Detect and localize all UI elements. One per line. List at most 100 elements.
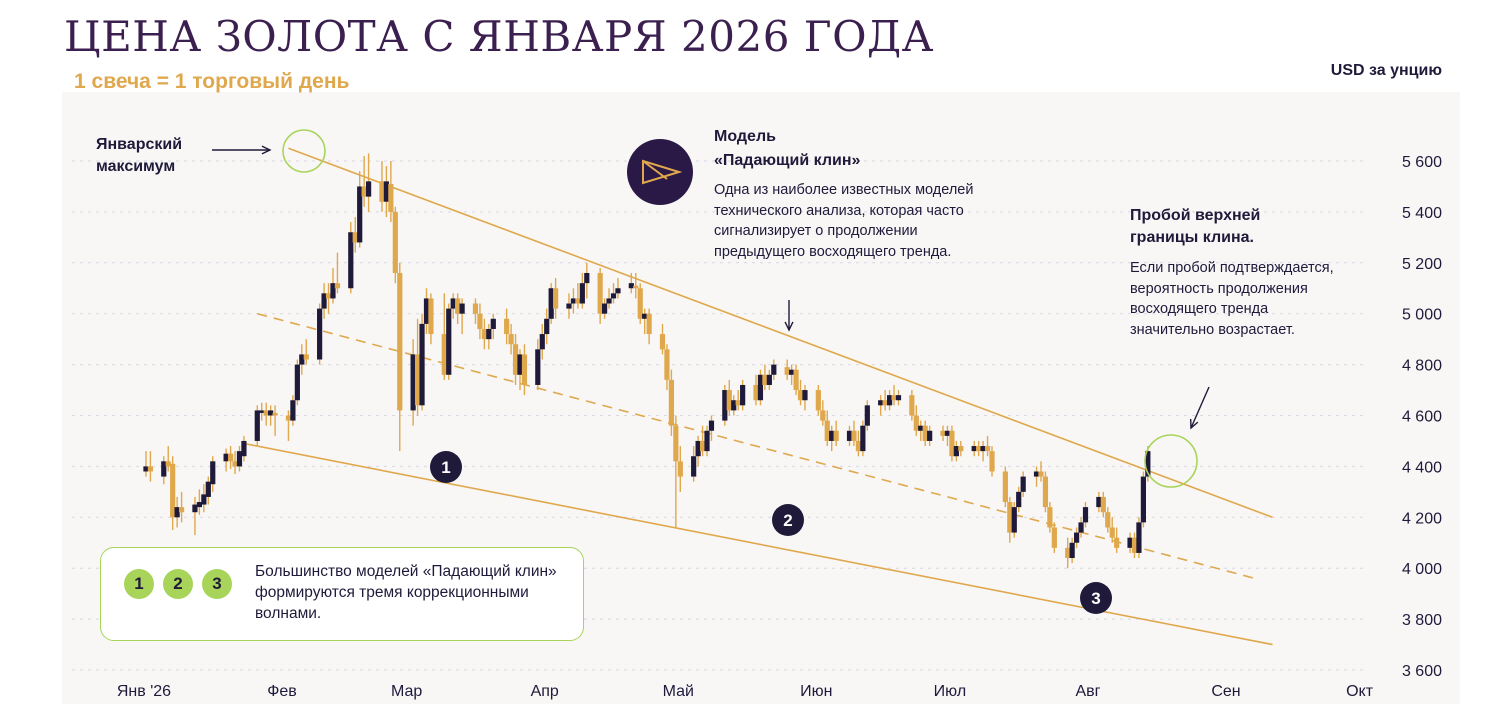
candle-body [891, 395, 897, 401]
candle-body [379, 181, 385, 202]
candle-body [419, 323, 425, 406]
candle-body [392, 211, 398, 273]
candle-body [606, 298, 612, 304]
candle-body [642, 313, 648, 319]
candle-body [602, 303, 608, 314]
candle-body [1096, 496, 1102, 508]
candle-body [771, 364, 777, 375]
wave-marker-circle [1080, 582, 1112, 614]
legend-dot-3: 3 [202, 569, 232, 599]
candle-body [410, 354, 416, 411]
candle-body [192, 504, 198, 513]
candle-body [1114, 537, 1120, 548]
candle-body [664, 349, 670, 380]
model-description: Одна из наиболее известных моделей техни… [714, 182, 974, 260]
candle-body [1051, 527, 1057, 548]
candle-body [677, 461, 683, 477]
candle-body [1145, 451, 1151, 477]
candle-body [553, 288, 559, 309]
y-tick-label: 5 000 [1402, 307, 1442, 324]
chart-subtitle: 1 свеча = 1 торговый день [74, 70, 350, 93]
candle-body [268, 410, 274, 416]
arrow-head [784, 321, 794, 332]
candle-body [170, 463, 176, 518]
breakout-title: Пробой верхней границы клина. [1130, 207, 1261, 246]
candle-body [699, 440, 706, 452]
candle-body [1033, 471, 1040, 477]
candle-body [165, 461, 171, 467]
candle-body [659, 334, 666, 350]
candle-body [566, 303, 572, 309]
y-tick-label: 4 600 [1402, 409, 1442, 426]
candle-body [472, 303, 479, 314]
candle-body [205, 481, 211, 497]
candle-body [1105, 512, 1111, 528]
candle-body [940, 430, 946, 436]
candle-body [944, 430, 951, 436]
candle-body [1082, 507, 1089, 523]
unit-label: USD за унцию [1330, 62, 1442, 79]
x-tick-label: Май [663, 683, 694, 700]
candle-body [708, 420, 715, 431]
wave-marker-circle [772, 504, 804, 536]
wave-marker-1: 1 [430, 451, 462, 483]
y-tick-label: 4 200 [1402, 510, 1442, 527]
candle-body [815, 390, 821, 411]
candle-body [731, 400, 737, 411]
candle-body [691, 456, 697, 477]
candle-body [851, 430, 857, 441]
candle-body [486, 328, 492, 340]
x-tick-label: Янв '26 [117, 683, 171, 700]
candle-body [259, 410, 265, 413]
candle-body [290, 400, 296, 421]
candle-body [490, 318, 496, 329]
wedge-line-middle [257, 312, 1255, 580]
y-tick-label: 4 800 [1402, 358, 1442, 375]
candle-body [508, 334, 514, 345]
candle-body [196, 502, 202, 508]
candle-body [441, 334, 447, 375]
x-tick-label: Фев [267, 683, 297, 700]
candle-body [1038, 471, 1044, 477]
candle-body [210, 461, 216, 485]
candle-body [1047, 507, 1053, 528]
candle-body [330, 283, 336, 299]
candle-body [428, 298, 434, 335]
january-max-label: Январский максимум [96, 136, 183, 175]
y-tick-label: 3 800 [1402, 612, 1442, 629]
candle-body [455, 298, 461, 314]
candle-body [459, 303, 465, 314]
candle-body [1011, 507, 1017, 533]
candle-body [789, 369, 795, 375]
wedge-line-upper [288, 147, 1273, 519]
candle-body [579, 283, 585, 304]
candle-body [878, 400, 884, 406]
candle-body [864, 405, 870, 426]
candle-body [544, 318, 550, 335]
candle-body [824, 420, 830, 441]
candle-body [1109, 527, 1115, 538]
x-tick-label: Сен [1211, 683, 1240, 700]
candle-body [989, 451, 995, 472]
candle-body [673, 425, 679, 462]
candle-body [236, 451, 243, 467]
candle-body [735, 400, 741, 406]
legend-dot-2: 2 [163, 569, 193, 599]
candle-body [263, 410, 269, 416]
candle-body [383, 181, 390, 202]
candle-body [976, 446, 982, 452]
y-tick-label: 3 600 [1402, 663, 1442, 680]
candle-body [303, 354, 309, 360]
candle-body [201, 494, 207, 505]
candle-body [860, 425, 866, 452]
candle-body [548, 288, 554, 319]
candle-body [628, 283, 634, 289]
candle-body [414, 354, 421, 406]
candle-body [980, 446, 986, 452]
candle-body [846, 430, 853, 441]
january-max-arrow-icon [212, 145, 272, 155]
candle-body [704, 430, 710, 452]
model-arrow-icon [784, 300, 794, 332]
candle-body [584, 272, 590, 284]
wave-marker-circle [430, 451, 462, 483]
